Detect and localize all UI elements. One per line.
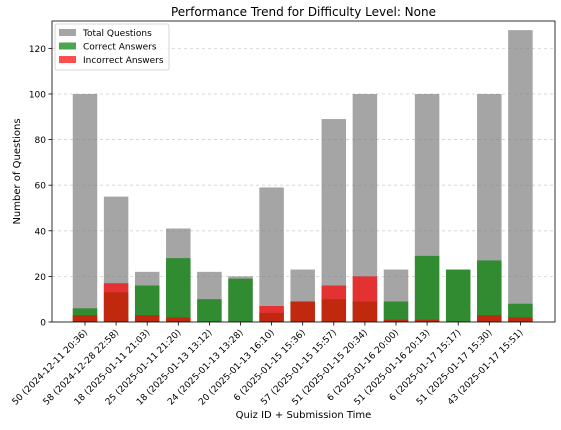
y-tick-label: 40 xyxy=(35,227,47,237)
y-tick-label: 60 xyxy=(35,182,47,192)
bars xyxy=(72,30,533,322)
bar-incorrect-answers xyxy=(134,315,160,322)
bar-correct-answers xyxy=(414,255,440,322)
y-tick-label: 0 xyxy=(40,319,46,329)
legend-swatch xyxy=(59,29,76,36)
bar-correct-answers xyxy=(383,301,409,322)
bar-incorrect-answers xyxy=(508,317,533,322)
y-tick-label: 20 xyxy=(35,273,47,283)
bar-incorrect-answers xyxy=(383,319,409,322)
bar-incorrect-answers xyxy=(72,315,98,322)
bar-incorrect-answers xyxy=(321,285,347,322)
bar-correct-answers xyxy=(228,278,253,322)
bar-total-questions xyxy=(508,30,533,322)
y-axis-label: Number of Questions xyxy=(12,118,23,224)
bar-incorrect-answers xyxy=(259,306,284,322)
bar-correct-answers xyxy=(477,260,502,322)
bar-incorrect-answers xyxy=(103,283,129,322)
bar-incorrect-answers xyxy=(166,317,191,322)
bar-correct-answers xyxy=(445,269,471,322)
legend-box xyxy=(54,23,170,71)
bar-total-questions xyxy=(72,93,98,322)
y-tick-label: 120 xyxy=(29,45,46,55)
legend-label: Correct Answers xyxy=(83,43,157,53)
legend-label: Total Questions xyxy=(82,29,152,39)
bar-total-questions xyxy=(259,187,284,322)
x-axis-label: Quiz ID + Submission Time xyxy=(236,410,372,421)
chart-title: Performance Trend for Difficulty Level: … xyxy=(171,5,436,19)
bar-incorrect-answers xyxy=(290,301,315,322)
plot-frame xyxy=(51,20,556,323)
legend-label: Incorrect Answers xyxy=(83,56,164,66)
bar-incorrect-answers xyxy=(477,315,502,322)
legend: Total Questions Correct Answers Incorrect … xyxy=(54,23,170,71)
bar-correct-answers xyxy=(197,299,222,322)
y-tick-label: 100 xyxy=(29,90,46,100)
bar-incorrect-answers xyxy=(352,276,378,322)
legend-swatch xyxy=(59,42,76,50)
bar-incorrect-answers xyxy=(414,319,440,322)
y-tick-label: 80 xyxy=(35,136,47,146)
bar-correct-answers xyxy=(166,258,191,322)
legend-swatch xyxy=(59,56,76,63)
